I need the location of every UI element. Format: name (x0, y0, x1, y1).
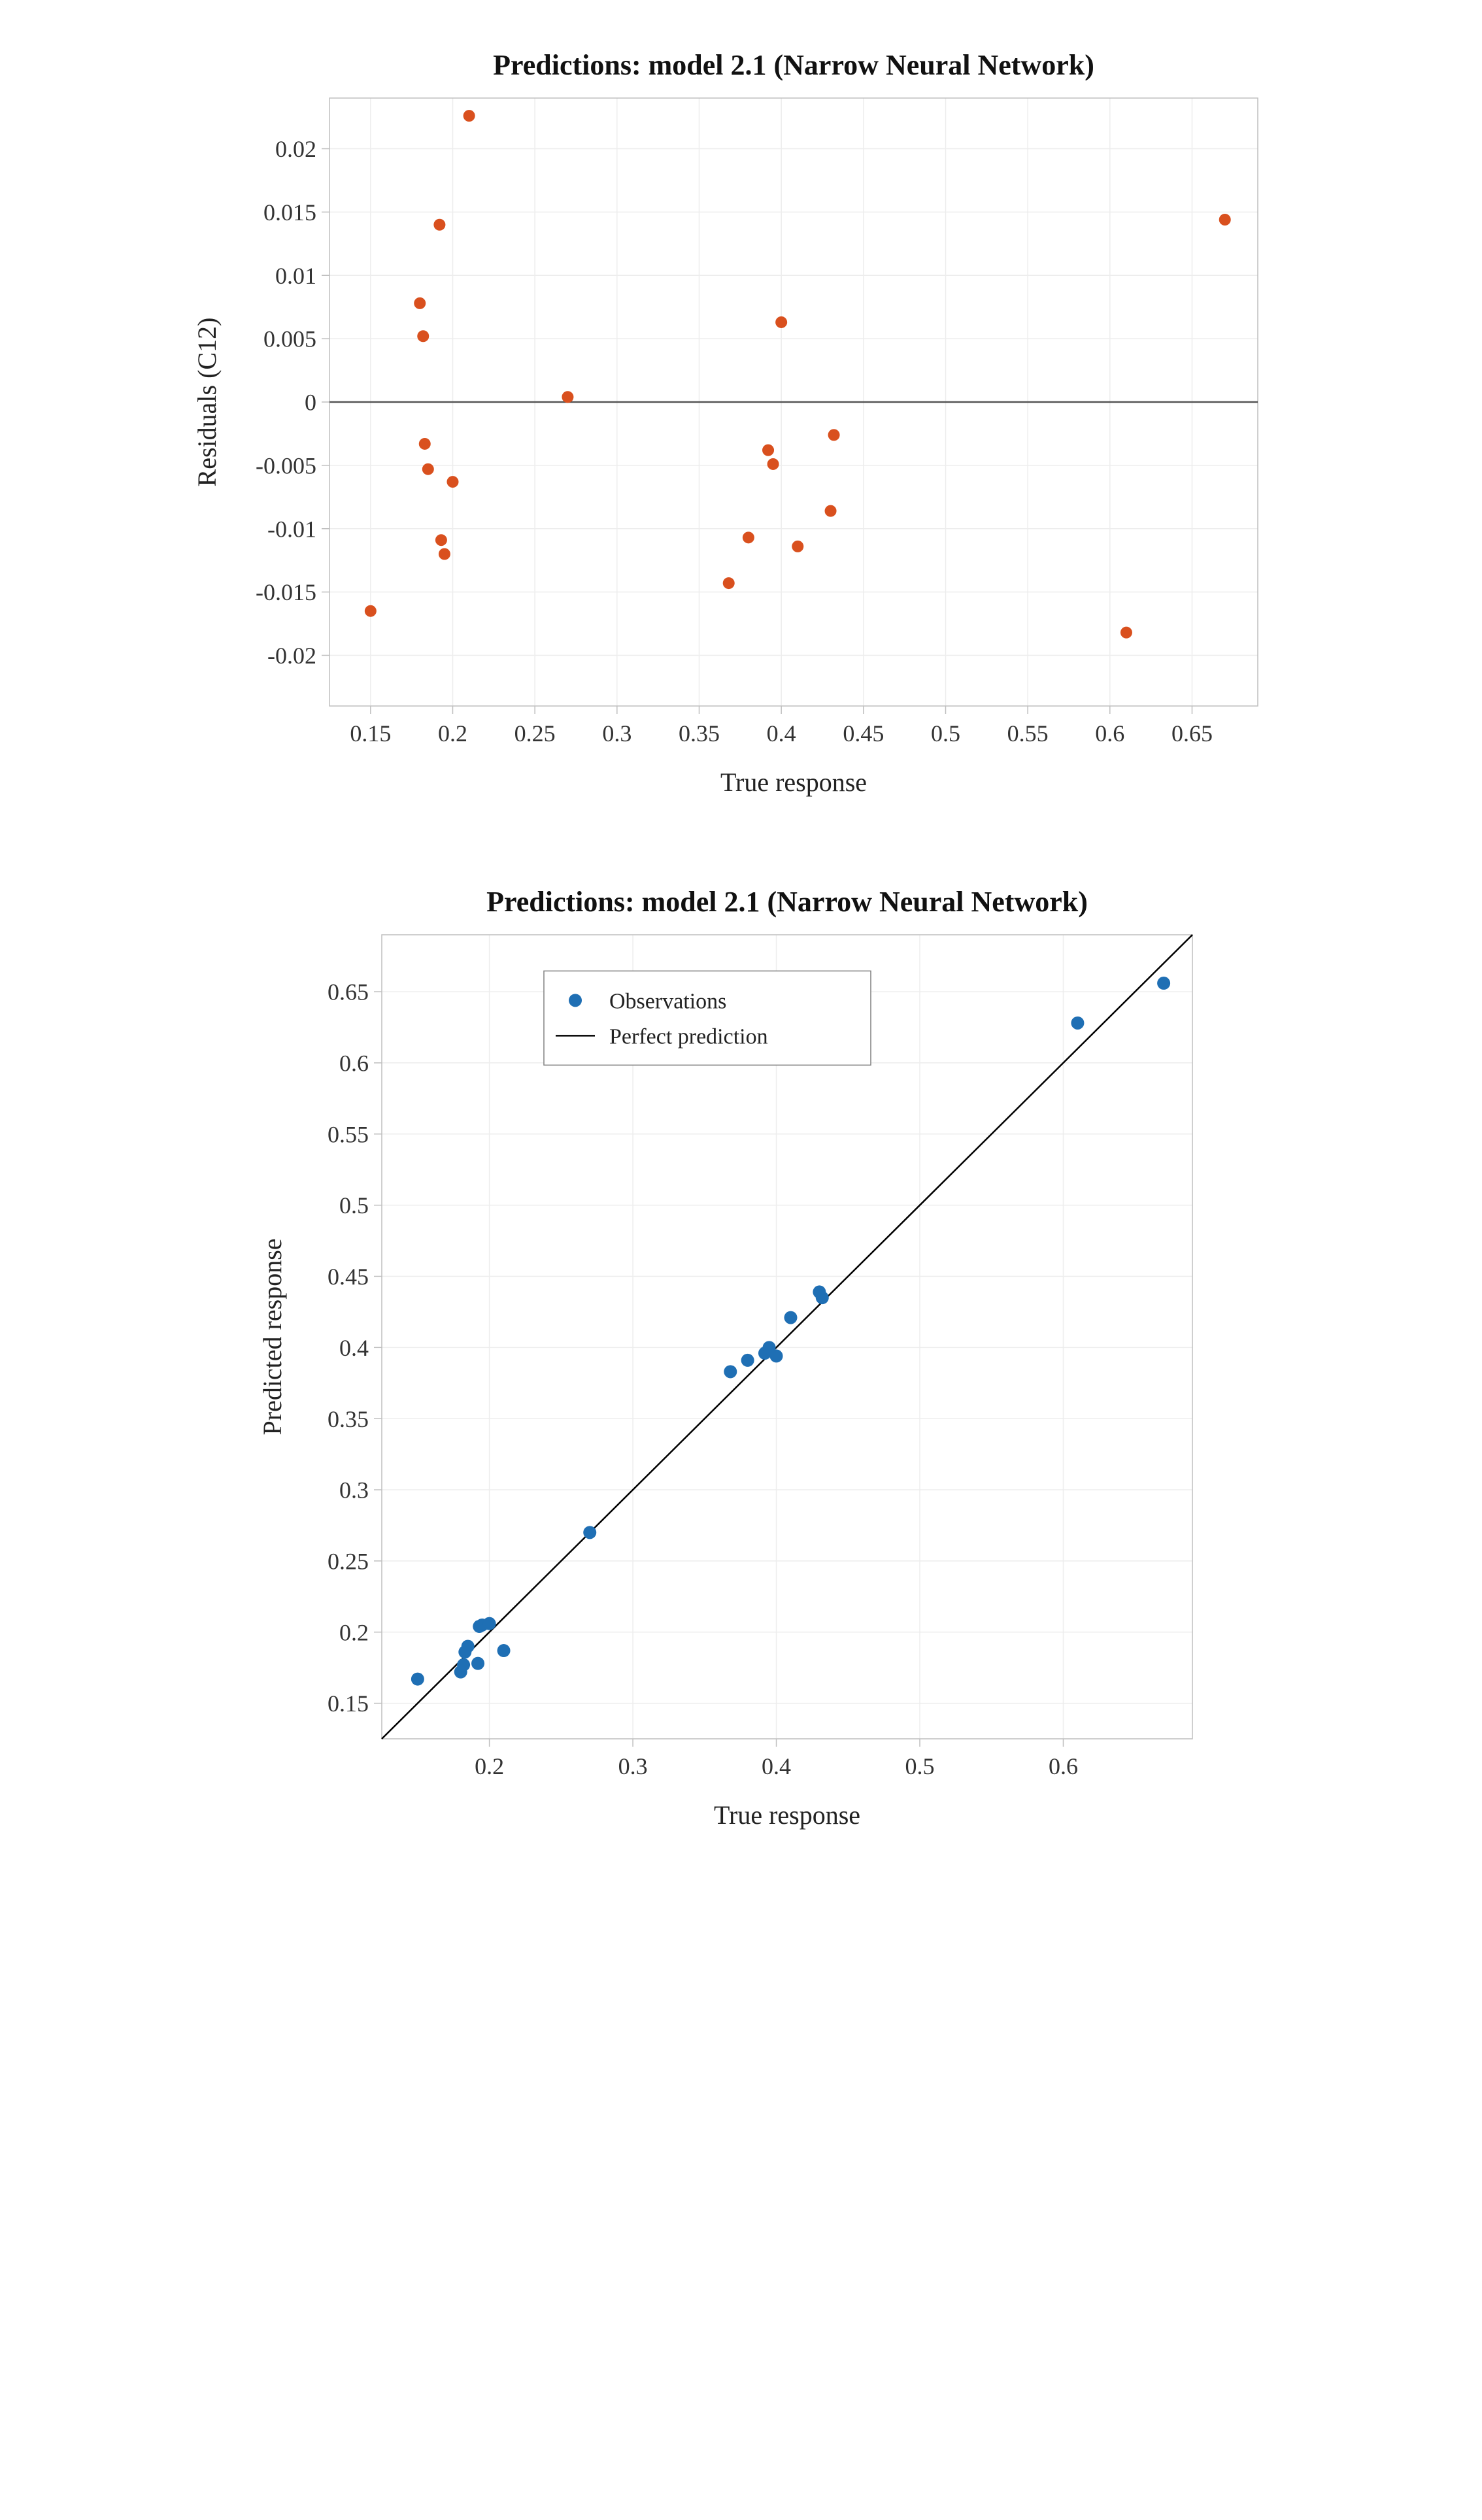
data-point (414, 297, 426, 309)
x-tick-label: 0.2 (475, 1753, 504, 1779)
x-tick-label: 0.3 (602, 720, 632, 747)
y-tick-label: 0.005 (263, 326, 316, 352)
x-axis-label: True response (720, 767, 866, 797)
y-tick-label: -0.015 (256, 579, 316, 605)
x-tick-label: 0.15 (350, 720, 391, 747)
y-tick-label: 0.15 (328, 1690, 369, 1717)
data-point (583, 1526, 596, 1539)
x-tick-label: 0.65 (1171, 720, 1212, 747)
data-point (742, 531, 754, 543)
y-tick-label: 0.35 (328, 1406, 369, 1432)
data-point (433, 219, 445, 231)
data-point (562, 391, 573, 403)
x-tick-label: 0.45 (843, 720, 884, 747)
data-point (784, 1311, 797, 1324)
chart-title: Predictions: model 2.1 (Narrow Neural Ne… (486, 886, 1088, 918)
data-point (1120, 627, 1132, 639)
y-tick-label: 0.5 (339, 1192, 369, 1218)
data-point (1219, 214, 1230, 226)
data-point (417, 330, 429, 342)
data-point (724, 1365, 737, 1378)
data-point (769, 1349, 783, 1362)
x-tick-label: 0.6 (1048, 1753, 1077, 1779)
data-point (422, 463, 433, 475)
y-tick-label: -0.02 (267, 643, 316, 669)
residuals-svg: 0.15 0.2 0.25 0.3 0.35 0.4 0.45 0.5 0.55 0.6 0.65 -… (186, 26, 1297, 811)
chart-title: Predictions: model 2.1 (Narrow Neural Ne… (493, 49, 1094, 81)
legend: Observations Perfect prediction (544, 971, 871, 1065)
x-tick-label: 0.4 (762, 1753, 791, 1779)
legend-label: Observations (609, 989, 726, 1013)
x-axis-label: True response (713, 1800, 860, 1830)
y-tick-label: 0.01 (275, 263, 316, 289)
data-point (722, 577, 734, 589)
y-tick-label: -0.005 (256, 452, 316, 479)
y-tick-label: 0.02 (275, 136, 316, 162)
y-tick-label: 0.6 (339, 1050, 369, 1077)
data-point (364, 605, 376, 617)
legend-marker-icon (569, 994, 582, 1007)
x-tick-label: 0.25 (514, 720, 555, 747)
x-tick-label: 0.2 (437, 720, 467, 747)
y-tick-label: 0 (305, 390, 316, 416)
predicted-vs-true-chart: 0.2 0.3 0.4 0.5 0.6 0.15 0.2 0.25 0.3 0.35 0.4 0.45… (251, 863, 1232, 1843)
data-point (482, 1617, 496, 1630)
y-tick-label: 0.55 (328, 1121, 369, 1147)
x-tick-label: 0.5 (930, 720, 960, 747)
predicted-svg: 0.2 0.3 0.4 0.5 0.6 0.15 0.2 0.25 0.3 0.35 0.4 0.45… (251, 863, 1232, 1843)
data-point (775, 316, 787, 328)
x-tick-label: 0.6 (1095, 720, 1124, 747)
y-tick-label: 0.25 (328, 1548, 369, 1574)
legend-label: Perfect prediction (609, 1024, 768, 1049)
data-point (1071, 1016, 1084, 1030)
data-point (767, 458, 779, 470)
x-tick-label: 0.3 (618, 1753, 647, 1779)
x-tick-label: 0.35 (678, 720, 719, 747)
data-point (741, 1354, 754, 1367)
data-point (457, 1658, 470, 1672)
residuals-chart: 0.15 0.2 0.25 0.3 0.35 0.4 0.45 0.5 0.55 0.6 0.65 -… (186, 26, 1297, 811)
data-point (497, 1644, 510, 1657)
y-axis-label: Residuals (C12) (192, 318, 222, 487)
x-tick-label: 0.5 (905, 1753, 934, 1779)
data-point (815, 1291, 828, 1304)
data-point (411, 1673, 424, 1686)
data-point (446, 476, 458, 488)
y-tick-label: 0.65 (328, 979, 369, 1005)
data-point (762, 445, 774, 456)
y-tick-label: 0.45 (328, 1264, 369, 1290)
y-tick-label: 0.4 (339, 1335, 369, 1361)
data-point (461, 1639, 474, 1653)
y-tick-label: 0.015 (263, 199, 316, 226)
data-point (418, 438, 430, 450)
data-point (1157, 977, 1170, 990)
y-tick-label: 0.3 (339, 1477, 369, 1504)
x-tick-label: 0.4 (766, 720, 796, 747)
y-tick-label: 0.2 (339, 1619, 369, 1645)
data-point (828, 429, 839, 441)
data-point (471, 1657, 484, 1670)
data-point (435, 534, 446, 546)
y-tick-label: -0.01 (267, 516, 316, 542)
data-point (463, 110, 475, 122)
y-axis-label: Predicted response (258, 1238, 287, 1435)
x-tick-label: 0.55 (1007, 720, 1048, 747)
data-point (438, 548, 450, 560)
data-point (824, 505, 836, 517)
data-point (792, 541, 803, 552)
